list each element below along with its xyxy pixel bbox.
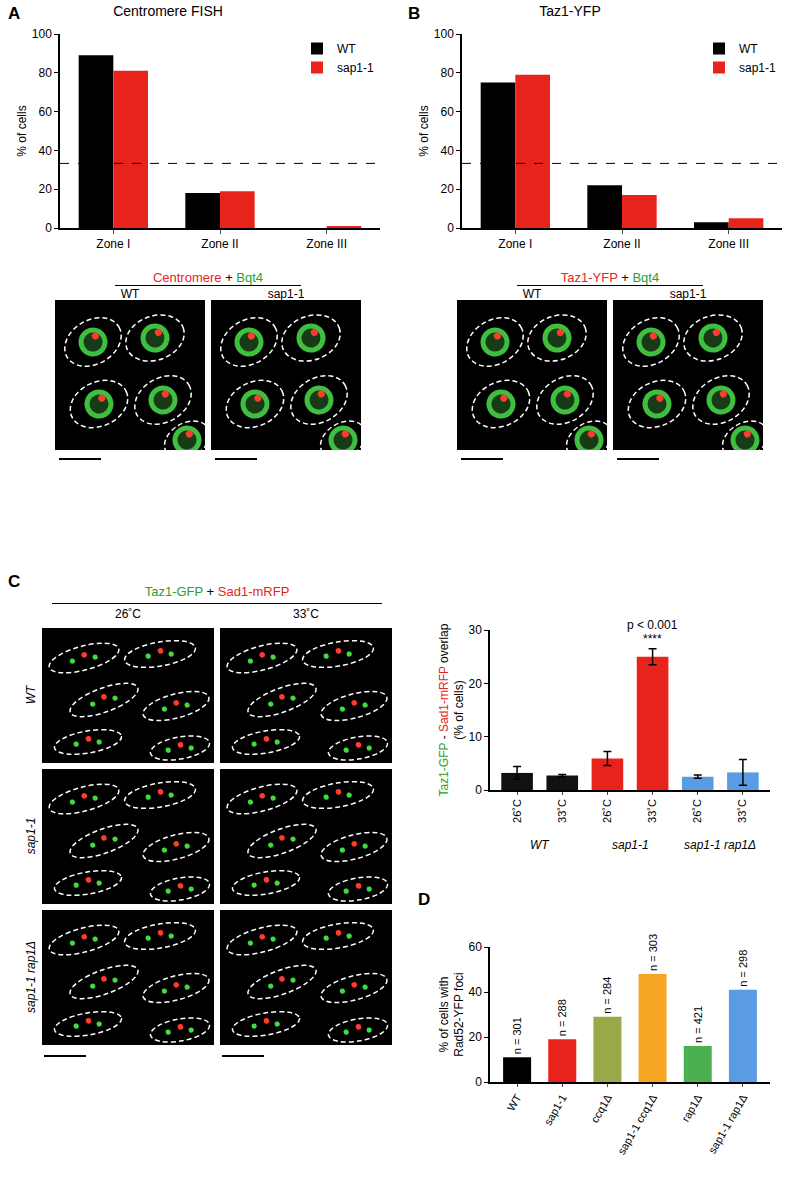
svg-text:rap1Δ: rap1Δ — [679, 1092, 704, 1124]
svg-text:26˚C: 26˚C — [511, 799, 523, 823]
svg-text:40: 40 — [468, 985, 482, 999]
svg-text:20: 20 — [468, 1030, 482, 1044]
svg-text:n = 303: n = 303 — [647, 934, 659, 971]
svg-text:80: 80 — [440, 66, 454, 80]
svg-text:n = 301: n = 301 — [511, 1017, 523, 1054]
svg-text:% of cells: % of cells — [417, 105, 431, 156]
svg-text:80: 80 — [38, 66, 52, 80]
svg-text:Zone III: Zone III — [708, 237, 749, 251]
svg-text:0: 0 — [475, 783, 482, 797]
svg-text:sap1-1 ccq1Δ: sap1-1 ccq1Δ — [615, 1092, 659, 1157]
html-text:Centromere + Bqt4: Centromere + Bqt4 — [152, 270, 264, 285]
html-text:WT: WT — [23, 685, 37, 704]
svg-text:26˚C: 26˚C — [691, 799, 703, 823]
svg-text:sap1-1 rap1Δ: sap1-1 rap1Δ — [684, 838, 756, 852]
html-text:sap1-1 rap1Δ: sap1-1 rap1Δ — [23, 940, 37, 1013]
html-text:B: B — [408, 4, 421, 23]
svg-text:sap1-1: sap1-1 — [542, 1092, 569, 1127]
svg-text:sap1-1: sap1-1 — [739, 61, 776, 75]
svg-text:Zone II: Zone II — [201, 237, 238, 251]
html-text:sap1-1: sap1-1 — [669, 287, 707, 301]
html-text:Taz1-GFP + Sad1-mRFP: Taz1-GFP + Sad1-mRFP — [144, 584, 290, 599]
svg-text:n = 298: n = 298 — [737, 950, 749, 987]
svg-text:33˚C: 33˚C — [556, 799, 568, 823]
svg-text:33˚C: 33˚C — [736, 799, 748, 823]
svg-text:ccq1Δ: ccq1Δ — [588, 1092, 614, 1125]
svg-text:100: 100 — [434, 27, 454, 41]
html-text:C: C — [8, 572, 21, 591]
svg-text:n = 284: n = 284 — [601, 977, 613, 1014]
svg-text:Taz1-YFP: Taz1-YFP — [539, 3, 600, 19]
html-text:33˚C: 33˚C — [293, 607, 319, 621]
svg-text:sap1-1 rap1Δ: sap1-1 rap1Δ — [706, 1092, 750, 1156]
svg-text:n = 421: n = 421 — [692, 1006, 704, 1043]
html-text:D: D — [418, 890, 431, 909]
svg-text:0: 0 — [475, 1075, 482, 1089]
svg-text:WT: WT — [530, 838, 550, 852]
svg-text:20: 20 — [440, 182, 454, 196]
svg-text:60: 60 — [38, 105, 52, 119]
svg-text:40: 40 — [38, 144, 52, 158]
svg-text:Zone II: Zone II — [603, 237, 640, 251]
html-text:WT: WT — [522, 287, 542, 301]
svg-text:Zone III: Zone III — [306, 237, 347, 251]
svg-text:WT: WT — [505, 1092, 524, 1113]
svg-text:sap1-1: sap1-1 — [337, 61, 374, 75]
svg-text:100: 100 — [32, 27, 52, 41]
html-text:26˚C: 26˚C — [115, 607, 141, 621]
svg-text:p < 0.001: p < 0.001 — [627, 618, 678, 632]
svg-text:WT: WT — [337, 42, 356, 56]
svg-text:n = 288: n = 288 — [556, 999, 568, 1036]
svg-text:****: **** — [643, 632, 662, 646]
html-text:Taz1-YFP + Bqt4: Taz1-YFP + Bqt4 — [560, 270, 660, 285]
svg-text:33˚C: 33˚C — [646, 799, 658, 823]
svg-text:sap1-1: sap1-1 — [612, 838, 649, 852]
svg-text:WT: WT — [739, 42, 758, 56]
svg-text:26˚C: 26˚C — [601, 799, 613, 823]
svg-text:60: 60 — [468, 940, 482, 954]
svg-text:10: 10 — [468, 730, 482, 744]
svg-text:20: 20 — [38, 182, 52, 196]
svg-text:30: 30 — [468, 623, 482, 637]
html-text:sap1-1: sap1-1 — [267, 287, 305, 301]
svg-text:% of cells: % of cells — [15, 105, 29, 156]
svg-text:Zone I: Zone I — [498, 237, 532, 251]
html-text:sap1-1: sap1-1 — [23, 817, 37, 854]
html-text:WT: WT — [120, 287, 140, 301]
svg-text:60: 60 — [440, 105, 454, 119]
svg-text:Zone I: Zone I — [96, 237, 130, 251]
svg-text:Taz1-GFP - Sad1-mRFP overlap(%: Taz1-GFP - Sad1-mRFP overlap(% of cells) — [437, 623, 467, 796]
svg-text:20: 20 — [468, 677, 482, 691]
svg-text:0: 0 — [45, 221, 52, 235]
html-text:A: A — [8, 4, 21, 23]
svg-text:Centromere FISH: Centromere FISH — [113, 3, 223, 19]
svg-text:0: 0 — [447, 221, 454, 235]
svg-text:% of cells withRad52-YFP foci: % of cells withRad52-YFP foci — [437, 972, 467, 1057]
svg-text:40: 40 — [440, 144, 454, 158]
